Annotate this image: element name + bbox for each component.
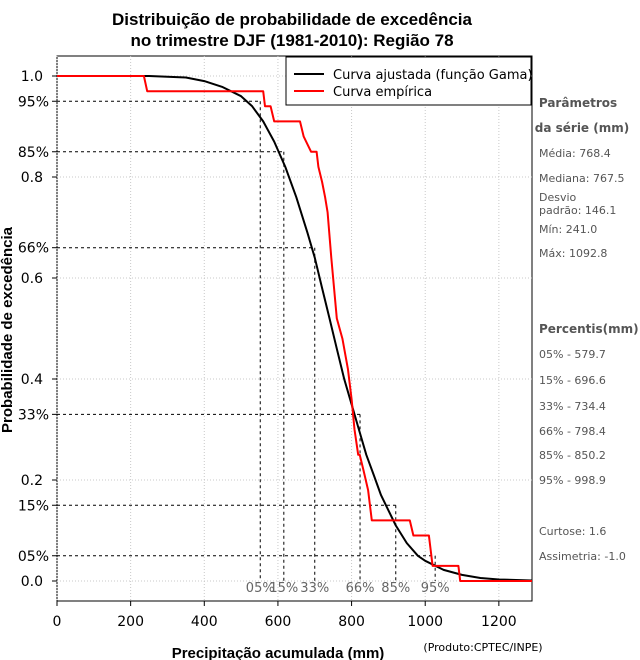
x-tick-label: 200 bbox=[117, 614, 144, 630]
y-tick-label: 1.0 bbox=[21, 69, 43, 85]
percentil-95: 95% - 998.9 bbox=[539, 474, 606, 487]
pct-tick-label: 33% bbox=[18, 407, 49, 423]
y-axis-ticks: 1.0 0.8 0.6 0.4 0.2 0.0 95% 85% 66% 33% 15% 05% bbox=[18, 69, 57, 590]
y-tick-label: 0.8 bbox=[21, 170, 43, 186]
plot-frame bbox=[56, 55, 533, 602]
percentile-label: 85% bbox=[381, 581, 410, 596]
percentil-15: 15% - 696.6 bbox=[539, 374, 606, 387]
legend-label-empirical: Curva empírica bbox=[333, 85, 432, 100]
stat-curtose: Curtose: 1.6 bbox=[539, 525, 606, 538]
stat-max: Máx: 1092.8 bbox=[539, 247, 607, 260]
pct-tick-label: 66% bbox=[18, 241, 49, 257]
fitted-gamma-curve bbox=[57, 75, 533, 582]
percentile-label: 33% bbox=[300, 581, 329, 596]
chart-title: Distribuição de probabilidade de excedên… bbox=[112, 10, 472, 29]
percentile-label: 66% bbox=[346, 581, 375, 596]
x-tick-label: 0 bbox=[53, 614, 62, 630]
legend: Curva ajustada (função Gama) Curva empír… bbox=[285, 56, 533, 106]
params-heading-line2: da série (mm) bbox=[535, 121, 629, 135]
stat-min: Mín: 241.0 bbox=[539, 223, 597, 236]
stats-panel: Parâmetros da série (mm) Média: 768.4 Me… bbox=[535, 96, 639, 563]
x-axis-ticks: 0 200 400 600 800 1000 1200 bbox=[53, 601, 517, 630]
legend-box bbox=[285, 56, 532, 106]
stat-assimetria: Assimetria: -1.0 bbox=[539, 550, 626, 563]
params-heading-line1: Parâmetros bbox=[539, 96, 617, 110]
percentil-33: 33% - 734.4 bbox=[539, 400, 606, 413]
x-tick-label: 400 bbox=[191, 614, 218, 630]
percentile-label: 15% bbox=[269, 581, 298, 596]
y-tick-label: 0.4 bbox=[21, 372, 43, 388]
series-group bbox=[57, 75, 533, 582]
percentile-label: 05% bbox=[246, 581, 275, 596]
chart-subtitle: no trimestre DJF (1981-2010): Região 78 bbox=[130, 31, 453, 50]
stat-mediana: Mediana: 767.5 bbox=[539, 172, 624, 185]
pct-tick-label: 15% bbox=[18, 498, 49, 514]
percentil-66: 66% - 798.4 bbox=[539, 425, 606, 438]
stat-desvio-line2: padrão: 146.1 bbox=[539, 204, 616, 217]
percentile-labels: 05%15% 33% 66% 85% 95% bbox=[246, 581, 450, 596]
percentil-05: 05% - 579.7 bbox=[539, 348, 606, 361]
credit-text: (Produto:CPTEC/INPE) bbox=[423, 641, 542, 654]
stat-media: Média: 768.4 bbox=[539, 147, 611, 160]
pct-tick-label: 85% bbox=[18, 145, 49, 161]
pct-tick-label: 95% bbox=[18, 94, 49, 110]
percentil-85: 85% - 850.2 bbox=[539, 449, 606, 462]
percentile-label: 95% bbox=[421, 581, 450, 596]
y-tick-label: 0.6 bbox=[21, 271, 43, 287]
pct-tick-label: 05% bbox=[18, 549, 49, 565]
x-axis-title: Precipitação acumulada (mm) bbox=[172, 645, 385, 660]
x-tick-label: 800 bbox=[338, 614, 365, 630]
empirical-curve bbox=[57, 75, 532, 582]
x-tick-label: 1000 bbox=[407, 614, 443, 630]
x-tick-label: 1200 bbox=[481, 614, 517, 630]
stat-desvio-line1: Desvio bbox=[539, 191, 577, 204]
y-tick-label: 0.0 bbox=[21, 574, 43, 590]
legend-label-fitted: Curva ajustada (função Gama) bbox=[333, 68, 533, 83]
percentile-guides bbox=[57, 100, 436, 581]
x-tick-label: 600 bbox=[265, 614, 292, 630]
y-axis-title: Probabilidade de excedência bbox=[0, 226, 16, 433]
y-tick-label: 0.2 bbox=[21, 473, 43, 489]
percentis-heading: Percentis(mm) bbox=[539, 322, 639, 336]
